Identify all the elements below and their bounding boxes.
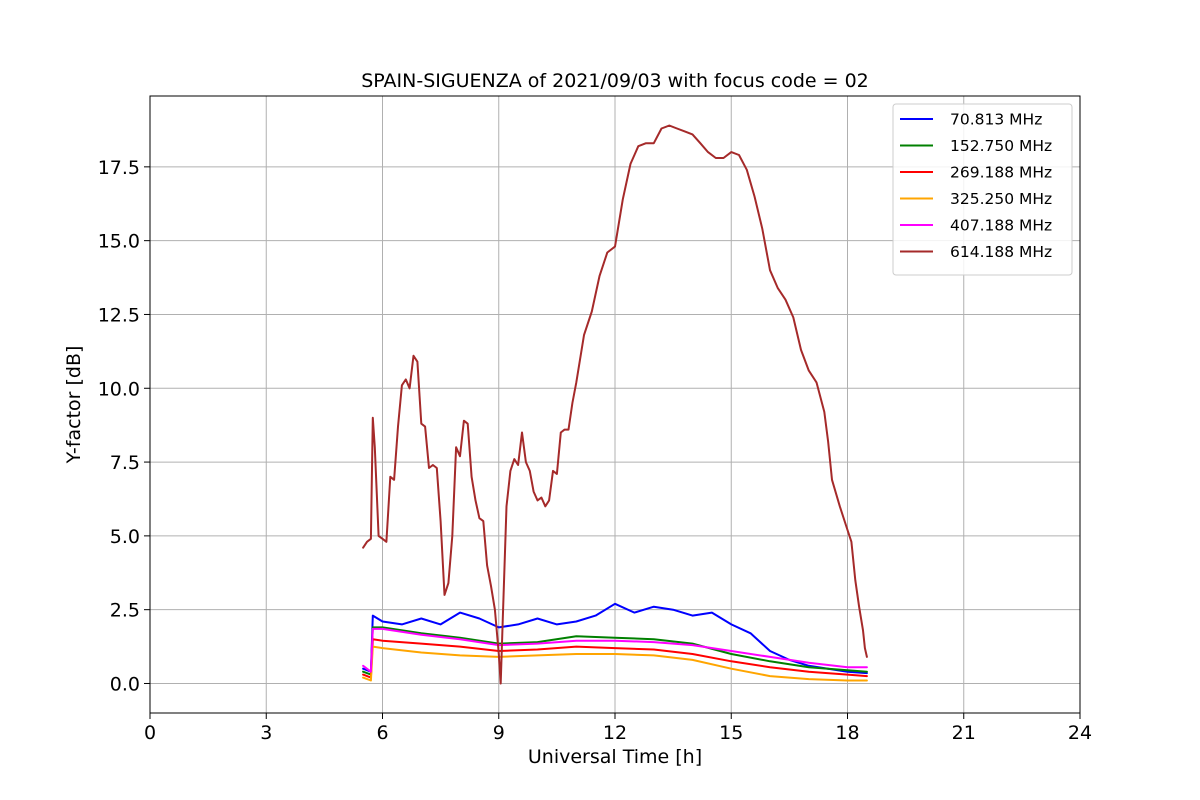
legend: 70.813 MHz 152.750 MHz 269.188 MHz 325.250 … — [892, 103, 1073, 276]
series-line-2 — [362, 626, 868, 676]
x-tick-label: 21 — [952, 722, 976, 744]
series-line-1 — [362, 602, 868, 675]
y-tick-label: 5.0 — [110, 526, 140, 548]
legend-label: 70.813 MHz — [950, 111, 1042, 129]
y-tick-label: 12.5 — [98, 304, 140, 326]
x-axis-ticks: 0 3 6 9 12 15 18 21 24 — [144, 713, 1092, 744]
y-tick-label: 17.5 — [98, 157, 140, 179]
chart-title: SPAIN-SIGUENZA of 2021/09/03 with focus … — [361, 70, 869, 92]
x-tick-label: 15 — [719, 722, 743, 744]
y-tick-label: 7.5 — [110, 452, 140, 474]
y-tick-label: 2.5 — [110, 600, 140, 622]
x-axis-title: Universal Time [h] — [528, 746, 702, 768]
series-line-4 — [362, 645, 868, 682]
legend-label: 152.750 MHz — [950, 137, 1052, 155]
x-tick-label: 12 — [603, 722, 627, 744]
legend-box — [892, 103, 1073, 276]
legend-label: 614.188 MHz — [950, 243, 1052, 261]
legend-label: 325.250 MHz — [950, 190, 1052, 208]
x-tick-label: 18 — [835, 722, 859, 744]
x-tick-label: 9 — [493, 722, 505, 744]
series-line-5 — [362, 627, 868, 673]
x-tick-label: 0 — [144, 722, 156, 744]
x-tick-label: 24 — [1068, 722, 1092, 744]
y-tick-label: 0.0 — [110, 673, 140, 695]
legend-label: 269.188 MHz — [950, 164, 1052, 182]
series-line-3 — [362, 638, 868, 679]
series-line-6 — [362, 124, 868, 685]
y-axis-ticks: 0.0 2.5 5.0 7.5 10.0 12.5 15.0 17.5 — [98, 157, 150, 695]
plot-series — [362, 124, 868, 685]
y-tick-label: 10.0 — [98, 378, 140, 400]
x-tick-label: 3 — [260, 722, 272, 744]
legend-label: 407.188 MHz — [950, 217, 1052, 235]
y-axis-title: Y-factor [dB] — [63, 346, 85, 465]
x-tick-label: 6 — [376, 722, 388, 744]
y-tick-label: 15.0 — [98, 231, 140, 253]
